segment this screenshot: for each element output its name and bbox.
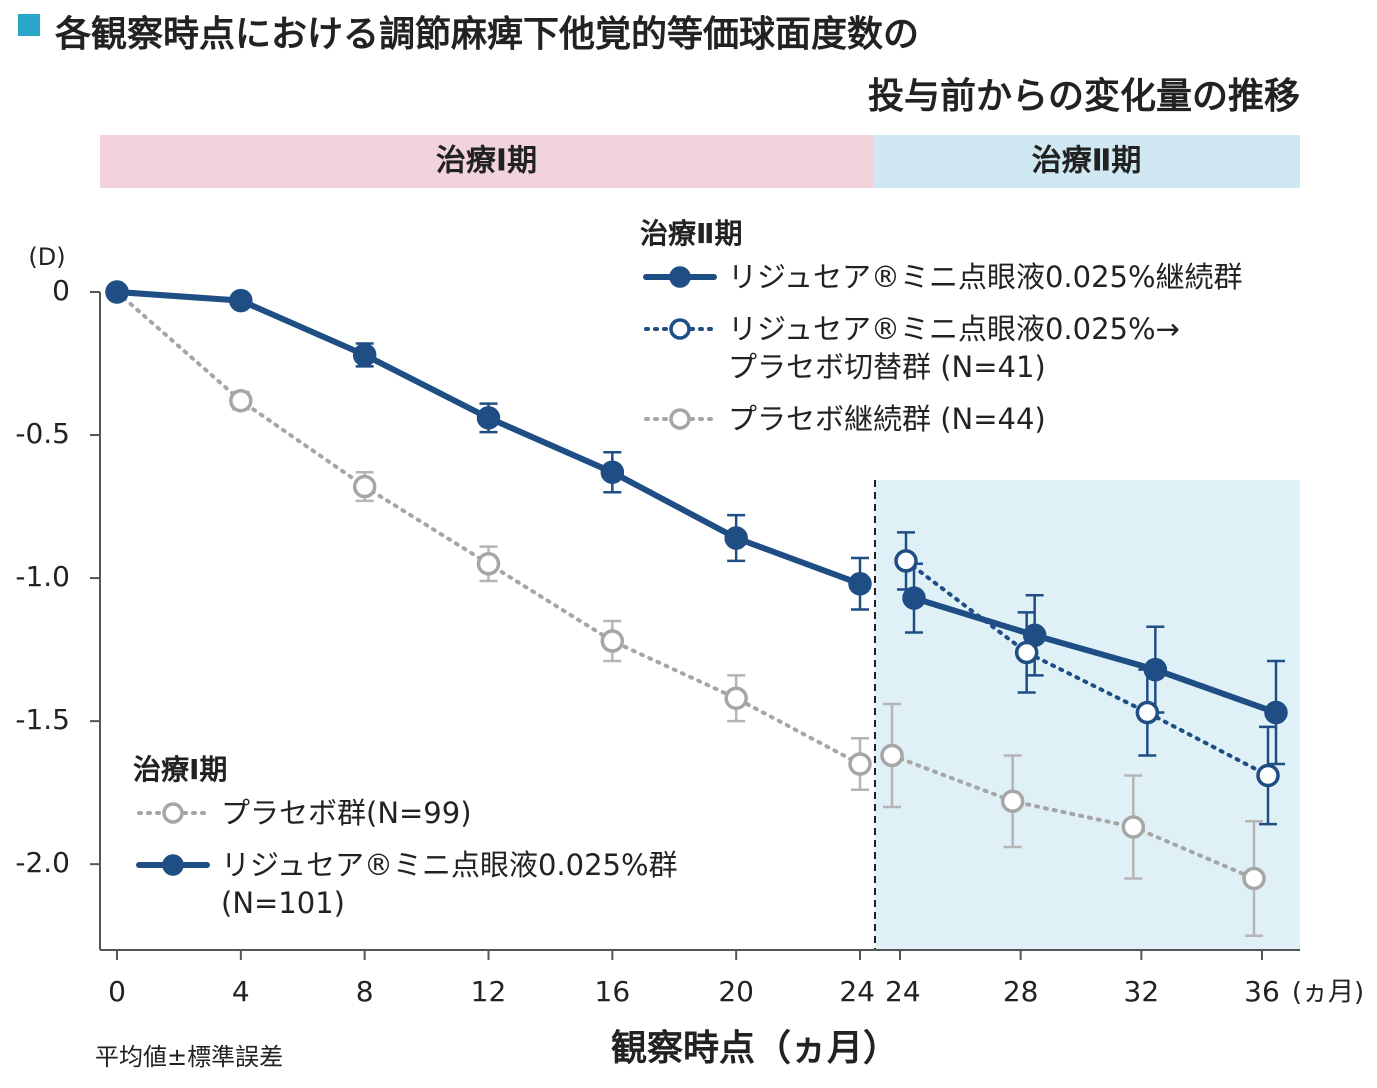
data-point — [1014, 640, 1039, 665]
x-tick-label: 20 — [718, 975, 754, 1008]
x-tick-label: 0 — [108, 975, 126, 1008]
data-point — [894, 549, 918, 573]
x-tick-label: 24 — [839, 975, 875, 1008]
x-tick-label: 12 — [471, 975, 507, 1008]
legend-swatch — [137, 802, 209, 824]
data-point — [848, 752, 872, 776]
data-point — [600, 460, 625, 484]
legend-marker — [669, 408, 691, 430]
legend-label: プラセボ継続群 (N=44) — [728, 402, 1046, 436]
legend-entry: リジュセア®ミニ点眼液0.025%継続群 — [640, 258, 1243, 296]
period-band — [100, 135, 873, 188]
data-point — [848, 572, 872, 596]
legend-marker — [669, 266, 691, 288]
legend-entry: リジュセア®ミニ点眼液0.025%→ プラセボ切替群 (N=41) — [640, 310, 1243, 386]
legend-marker — [162, 802, 184, 824]
data-point — [600, 629, 625, 653]
legend-title: 治療Ⅱ期 — [640, 217, 743, 250]
y-tick-label: -2.0 — [15, 846, 70, 879]
x-tick-label: 36 — [1244, 975, 1280, 1008]
data-point — [1264, 700, 1288, 725]
data-point — [1135, 700, 1160, 725]
legend-swatch — [643, 266, 717, 288]
data-point — [105, 280, 129, 304]
data-point — [1000, 789, 1025, 813]
x-tick-label: 28 — [1003, 975, 1039, 1008]
x-tick-label: 32 — [1124, 975, 1160, 1008]
legend-swatch — [644, 408, 716, 430]
legend-marker — [162, 854, 184, 876]
legend-label: リジュセア®ミニ点眼液0.025%群 (N=101) — [221, 848, 678, 920]
legend-swatch — [644, 318, 716, 340]
data-point — [1256, 763, 1280, 788]
x-tick-label: 16 — [595, 975, 631, 1008]
chart-title: 各観察時点における調節麻痺下他覚的等価球面度数の — [55, 14, 919, 55]
series-line — [911, 595, 1279, 716]
legend-entry: プラセボ群(N=99) — [133, 794, 678, 832]
legend-entry: リジュセア®ミニ点眼液0.025%群 (N=101) — [133, 846, 678, 922]
legend-label: プラセボ群(N=99) — [221, 796, 472, 830]
data-point — [476, 406, 501, 430]
legend: 治療Ⅰ期プラセボ群(N=99) リジュセア®ミニ点眼液0.025%群 (N=101… — [133, 748, 678, 936]
data-point — [352, 343, 377, 367]
legend-label: リジュセア®ミニ点眼液0.025%継続群 — [728, 260, 1243, 294]
legend-title: 治療Ⅰ期 — [133, 753, 228, 786]
period-shade — [875, 480, 1300, 950]
legend-swatch — [136, 854, 210, 876]
y-tick-label: -1.5 — [15, 703, 70, 736]
period-band — [873, 135, 1300, 188]
period-label: 治療Ⅰ期 — [436, 144, 537, 179]
y-tick-label: 0 — [52, 274, 70, 307]
y-tick-label: -0.5 — [15, 417, 70, 450]
series-line — [890, 753, 1256, 881]
data-point — [724, 686, 748, 710]
legend-label: リジュセア®ミニ点眼液0.025%→ プラセボ切替群 (N=41) — [728, 312, 1180, 384]
data-point — [724, 526, 748, 550]
data-point — [229, 288, 253, 313]
data-point — [476, 552, 501, 576]
y-axis-unit: (D) — [28, 243, 65, 271]
x-tick-label: 4 — [232, 975, 250, 1008]
period-label: 治療Ⅱ期 — [1032, 144, 1142, 179]
x-axis-unit: (ヵ月) — [1292, 978, 1364, 1008]
chart-title: 投与前からの変化量の推移 — [868, 75, 1300, 117]
x-axis-title: 観察時点（ヵ月） — [611, 1028, 899, 1069]
x-tick-label: 24 — [885, 975, 921, 1008]
legend: 治療Ⅱ期リジュセア®ミニ点眼液0.025%継続群リジュセア®ミニ点眼液0.025… — [640, 212, 1243, 452]
legend-entry: プラセボ継続群 (N=44) — [640, 400, 1243, 438]
title-icon — [18, 14, 40, 36]
y-tick-label: -1.0 — [15, 560, 70, 593]
data-point — [229, 388, 253, 413]
data-point — [1242, 866, 1266, 891]
data-point — [880, 743, 904, 768]
note: 平均値±標準誤差 — [95, 1043, 283, 1071]
series-line — [904, 558, 1270, 778]
data-point — [902, 586, 926, 610]
data-point — [1121, 815, 1146, 839]
legend-marker — [669, 318, 691, 340]
data-point — [352, 474, 377, 499]
x-tick-label: 8 — [356, 975, 374, 1008]
